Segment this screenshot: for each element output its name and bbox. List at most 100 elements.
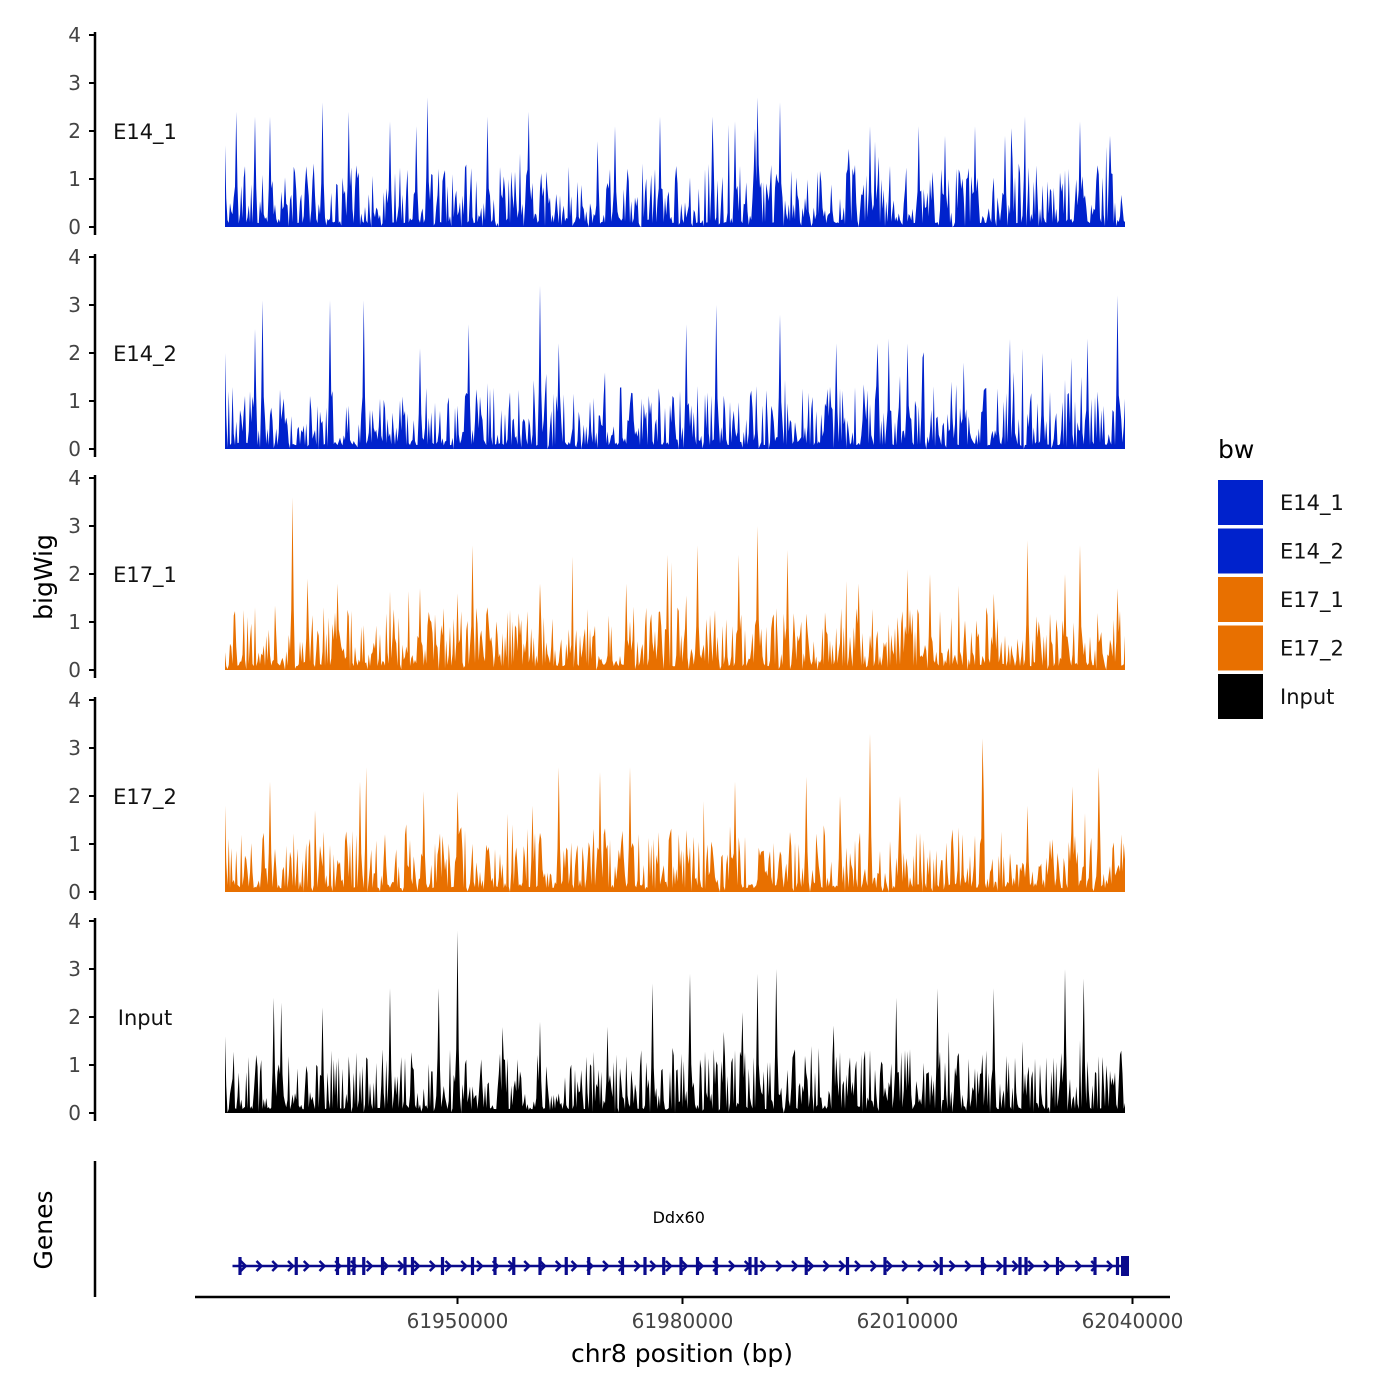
y-tick-label: 0 (68, 437, 81, 461)
exon (294, 1257, 298, 1275)
strand-arrow (428, 1260, 437, 1272)
strand-arrow (365, 1260, 374, 1272)
y-tick-label: 2 (68, 119, 81, 143)
strand-arrow (302, 1260, 311, 1272)
exon (352, 1257, 356, 1275)
y-tick-label: 1 (68, 167, 81, 191)
exon (512, 1257, 516, 1275)
track-E14_2: 0 1 2 3 4 E14_2 (68, 245, 1125, 461)
coverage-area (225, 733, 1125, 892)
strand-arrow (381, 1260, 390, 1272)
strand-arrow (633, 1260, 642, 1272)
strand-arrow (1043, 1260, 1051, 1272)
strand-arrow (476, 1260, 484, 1272)
exon (643, 1257, 647, 1275)
exon (380, 1257, 385, 1275)
strand-arrow (806, 1260, 815, 1272)
track-E17_2: 0 1 2 3 4 E17_2 (68, 688, 1125, 904)
track-E17_1: 0 1 2 3 4 E17_1 (68, 466, 1125, 682)
y-tick-label: 4 (68, 245, 81, 269)
y-tick-label: 2 (68, 784, 81, 808)
legend-label: Input (1280, 685, 1334, 709)
strand-arrow (680, 1260, 689, 1272)
y-tick-label: 0 (68, 215, 81, 239)
coverage-area (225, 930, 1125, 1113)
strand-arrow (287, 1260, 295, 1272)
strand-arrow (759, 1260, 768, 1272)
exon (538, 1257, 542, 1275)
coverage-area (225, 497, 1125, 670)
genes-axis-label: Genes (29, 1190, 58, 1269)
x-tick-label: 62010000 (857, 1309, 959, 1333)
y-tick-label: 0 (68, 658, 81, 682)
track-E14_1: 0 1 2 3 4 E14_1 (68, 23, 1125, 239)
strand-arrow (554, 1260, 563, 1272)
exon (980, 1257, 985, 1275)
exon (410, 1257, 415, 1275)
strand-arrow (413, 1260, 421, 1272)
strand-arrow (791, 1260, 799, 1272)
legend: bw E14_1 E14_2 E17_1 E17_2 Input (1218, 435, 1344, 719)
strand-arrow (869, 1260, 878, 1272)
track-label: E14_1 (113, 120, 177, 145)
strand-arrow (728, 1260, 736, 1272)
signal-tracks: 0 1 2 3 4 E14_1 0 1 2 3 4 E14_2 0 1 2 3 4 E17_1 0 1 2 3 4 E17_2… (68, 23, 1125, 1125)
legend-label: E14_2 (1280, 540, 1344, 565)
strand-arrow (1106, 1260, 1114, 1272)
strand-arrow (444, 1260, 453, 1272)
strand-arrow (460, 1260, 469, 1272)
coverage-area (225, 97, 1125, 228)
exon (493, 1257, 497, 1275)
x-axis: 61950000 61980000 62010000 62040000 (195, 1295, 1183, 1333)
strand-arrow (1074, 1260, 1083, 1272)
exon (748, 1257, 752, 1275)
exon (754, 1257, 758, 1275)
strand-arrow (539, 1260, 547, 1272)
exon (714, 1257, 718, 1275)
y-tick-label: 1 (68, 832, 81, 856)
strand-arrow (523, 1260, 532, 1272)
strand-arrow (917, 1260, 925, 1272)
strand-arrow (271, 1260, 280, 1272)
y-tick-label: 4 (68, 909, 81, 933)
y-tick-label: 1 (68, 610, 81, 634)
y-tick-label: 1 (68, 389, 81, 413)
strand-arrow (854, 1260, 862, 1272)
exon (470, 1257, 475, 1275)
legend-swatch (1218, 577, 1263, 622)
x-tick-label: 61980000 (632, 1309, 734, 1333)
strand-arrow (822, 1260, 831, 1272)
strand-arrow (1011, 1260, 1020, 1272)
strand-arrow (885, 1260, 894, 1272)
legend-swatch (1218, 674, 1263, 719)
y-tick-label: 2 (68, 1005, 81, 1029)
exon (362, 1257, 366, 1275)
legend-label: E17_1 (1280, 588, 1344, 613)
strand-arrow (1027, 1260, 1036, 1272)
strand-arrow (649, 1260, 658, 1272)
strand-arrow (948, 1260, 957, 1272)
y-tick-label: 4 (68, 688, 81, 712)
track-label: E14_2 (113, 342, 177, 367)
y-tick-label: 3 (68, 293, 81, 317)
exon (347, 1257, 351, 1275)
exon (1055, 1257, 1060, 1275)
exon (939, 1257, 943, 1275)
coverage-area (225, 285, 1125, 449)
y-tick-label: 1 (68, 1053, 81, 1077)
legend-swatch (1218, 480, 1263, 525)
strand-arrow (696, 1260, 705, 1272)
exon (620, 1257, 625, 1275)
y-tick-label: 0 (68, 1101, 81, 1125)
y-tick-label: 0 (68, 880, 81, 904)
strand-arrow (255, 1260, 264, 1272)
exon (1115, 1257, 1120, 1275)
exon (238, 1257, 242, 1275)
exon (883, 1257, 887, 1275)
y-tick-label: 3 (68, 71, 81, 95)
exon (845, 1257, 850, 1275)
exon (1003, 1257, 1007, 1275)
exon (1024, 1257, 1028, 1275)
strand-arrow (318, 1260, 327, 1272)
strand-arrow (1058, 1260, 1067, 1272)
